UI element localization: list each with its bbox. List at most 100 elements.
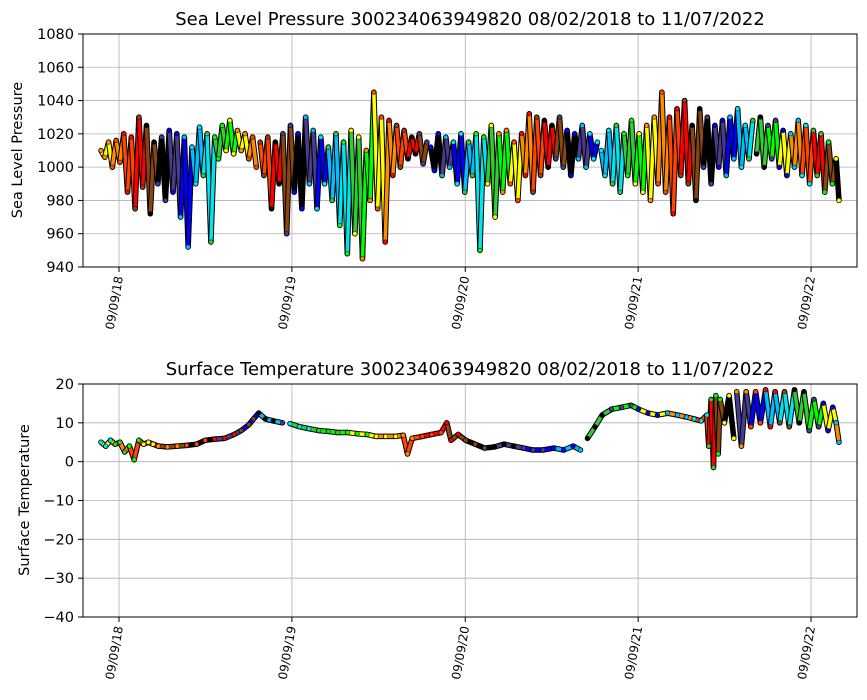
data-point bbox=[435, 131, 441, 137]
data-point bbox=[204, 131, 210, 137]
data-point bbox=[743, 389, 749, 395]
data-point bbox=[367, 197, 373, 203]
chart-title-temperature: Surface Temperature 300234063949820 08/0… bbox=[166, 359, 775, 380]
data-point bbox=[568, 173, 574, 178]
data-point bbox=[830, 404, 836, 410]
data-point bbox=[598, 148, 604, 153]
data-point bbox=[610, 181, 616, 187]
data-point bbox=[504, 128, 509, 133]
y-tick-label: −40 bbox=[43, 610, 74, 626]
data-segment bbox=[132, 438, 141, 462]
data-segment bbox=[250, 135, 259, 169]
data-point bbox=[814, 173, 820, 178]
data-point bbox=[570, 443, 576, 449]
data-point bbox=[147, 211, 153, 217]
data-point bbox=[678, 173, 684, 178]
data-point bbox=[223, 148, 229, 153]
data-segment bbox=[747, 118, 755, 161]
data-point bbox=[748, 424, 754, 430]
data-point bbox=[553, 156, 559, 162]
data-point bbox=[238, 428, 244, 434]
data-point bbox=[782, 389, 787, 395]
x-tick-label: 09/09/21 bbox=[622, 275, 645, 331]
data-point bbox=[447, 164, 453, 170]
data-point bbox=[735, 106, 741, 112]
data-point bbox=[632, 181, 638, 187]
y-ticks-temperature: −40 −30 −20 −10 0 10 20 bbox=[43, 377, 83, 626]
data-point bbox=[337, 222, 343, 228]
data-point bbox=[295, 131, 301, 137]
data-point bbox=[212, 436, 218, 442]
data-point bbox=[538, 173, 544, 178]
data-point bbox=[136, 437, 142, 443]
data-point bbox=[684, 414, 689, 420]
data-point bbox=[269, 206, 274, 212]
data-point bbox=[253, 164, 259, 170]
data-point bbox=[463, 437, 469, 443]
data-point bbox=[98, 439, 104, 445]
data-point bbox=[540, 447, 546, 453]
data-point bbox=[619, 404, 625, 410]
data-point bbox=[763, 387, 769, 393]
data-point bbox=[109, 164, 115, 170]
data-point bbox=[625, 173, 631, 178]
y-tick-label: 960 bbox=[46, 227, 74, 243]
data-point bbox=[250, 134, 256, 140]
data-point bbox=[561, 447, 567, 453]
data-point bbox=[511, 139, 517, 145]
y-tick-label: 940 bbox=[46, 260, 74, 276]
data-point bbox=[708, 397, 714, 402]
y-tick-label: 10 bbox=[56, 416, 74, 432]
data-point bbox=[276, 181, 282, 187]
data-point bbox=[279, 420, 285, 426]
data-segment bbox=[591, 140, 600, 161]
data-point bbox=[371, 89, 377, 95]
plot-frame-pressure bbox=[82, 33, 858, 268]
data-point bbox=[335, 430, 341, 435]
data-segment bbox=[421, 140, 429, 166]
data-point bbox=[360, 256, 365, 262]
data-point bbox=[181, 134, 187, 140]
data-point bbox=[227, 118, 233, 123]
data-point bbox=[572, 131, 578, 137]
data-segment bbox=[834, 157, 841, 203]
data-point bbox=[316, 428, 322, 434]
data-point bbox=[333, 131, 339, 137]
data-point bbox=[303, 114, 309, 120]
data-point bbox=[174, 443, 180, 449]
data-point bbox=[178, 214, 184, 220]
data-point bbox=[648, 197, 653, 203]
data-point bbox=[717, 397, 723, 402]
data-point bbox=[373, 433, 379, 439]
data-point bbox=[393, 433, 399, 439]
data-point bbox=[731, 156, 737, 162]
data-point bbox=[786, 424, 792, 430]
data-point bbox=[222, 435, 228, 441]
data-point bbox=[663, 189, 669, 195]
data-point bbox=[767, 424, 773, 430]
data-point bbox=[397, 164, 403, 170]
data-point bbox=[628, 402, 634, 408]
x-tick-label: 09/09/20 bbox=[449, 275, 472, 331]
data-point bbox=[651, 114, 657, 120]
data-point bbox=[818, 131, 824, 137]
data-segment bbox=[834, 421, 841, 444]
data-point bbox=[439, 173, 445, 178]
data-point bbox=[492, 444, 498, 450]
data-point bbox=[522, 173, 528, 178]
data-point bbox=[103, 443, 109, 449]
data-point bbox=[112, 441, 118, 447]
data-point bbox=[170, 189, 176, 195]
data-point bbox=[731, 435, 737, 441]
data-point bbox=[472, 441, 478, 447]
data-point bbox=[792, 164, 797, 170]
data-point bbox=[674, 106, 680, 112]
y-tick-label: 1000 bbox=[37, 160, 74, 176]
data-point bbox=[202, 437, 208, 443]
data-point bbox=[297, 424, 302, 430]
data-point bbox=[189, 144, 195, 150]
data-point bbox=[769, 156, 775, 162]
data-point bbox=[500, 189, 506, 195]
data-point bbox=[121, 131, 127, 137]
data-point bbox=[378, 114, 384, 120]
